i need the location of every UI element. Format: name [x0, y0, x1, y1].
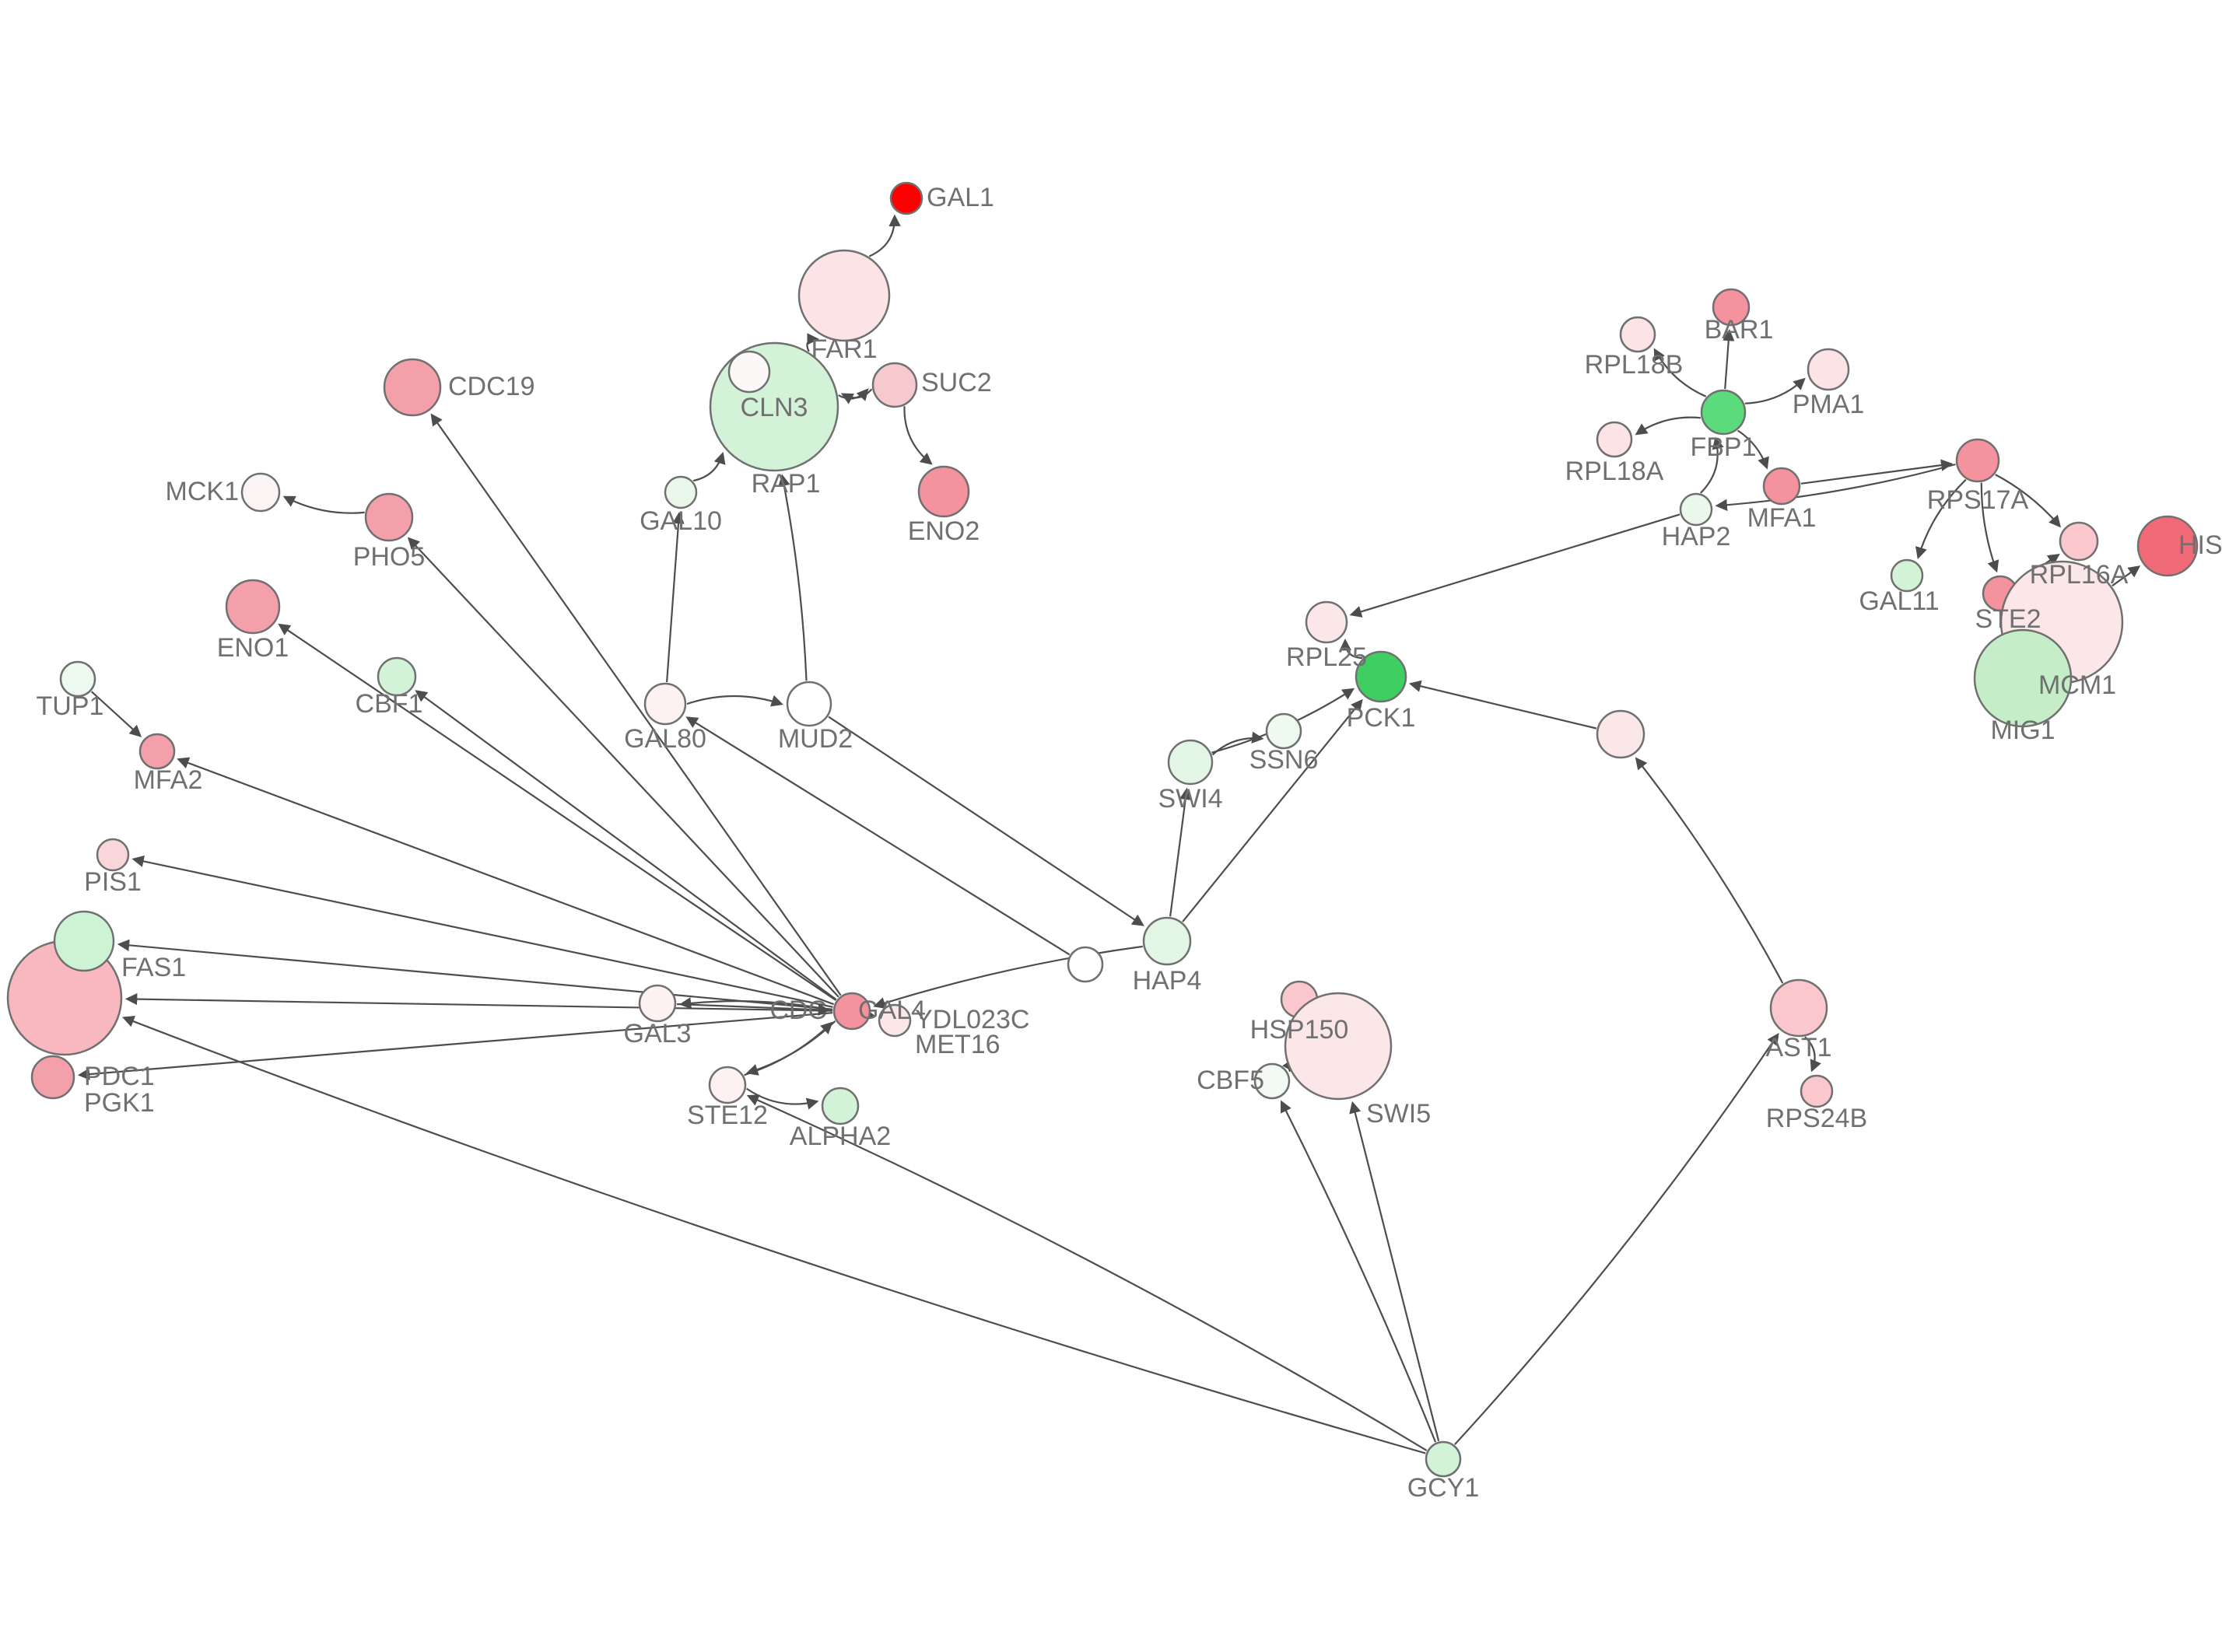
svg-text:MIG1: MIG1 [1990, 716, 2055, 745]
svg-text:HIS4: HIS4 [2178, 530, 2222, 560]
svg-text:PIS1: PIS1 [84, 867, 142, 897]
svg-text:GAL1: GAL1 [927, 183, 994, 212]
svg-text:SSN6: SSN6 [1249, 745, 1319, 775]
svg-text:PCK1: PCK1 [1347, 703, 1416, 733]
svg-text:ENO2: ENO2 [908, 516, 980, 546]
svg-text:GCY1: GCY1 [1407, 1473, 1480, 1503]
svg-text:PGK1: PGK1 [84, 1088, 155, 1118]
svg-text:PMA1: PMA1 [1793, 390, 1865, 419]
svg-text:GAL10: GAL10 [640, 506, 722, 536]
svg-text:HSP150: HSP150 [1250, 1015, 1349, 1045]
svg-text:CBF5: CBF5 [1197, 1066, 1264, 1095]
svg-text:FBP1: FBP1 [1690, 432, 1756, 462]
svg-text:MUD2: MUD2 [778, 724, 853, 754]
svg-text:CDC19: CDC19 [448, 372, 534, 401]
svg-text:CBF1: CBF1 [356, 689, 423, 719]
svg-text:FAS1: FAS1 [121, 953, 186, 982]
svg-text:RPL25: RPL25 [1286, 642, 1367, 672]
svg-text:TUP1: TUP1 [37, 691, 104, 721]
svg-text:GAL3: GAL3 [624, 1019, 692, 1048]
svg-text:RPL18A: RPL18A [1565, 457, 1664, 486]
svg-text:HAP4: HAP4 [1133, 966, 1202, 996]
svg-text:GAL80: GAL80 [624, 724, 706, 754]
svg-text:CDC: CDC [769, 996, 827, 1025]
svg-text:PDC1: PDC1 [84, 1062, 155, 1091]
svg-text:FAR1: FAR1 [811, 334, 877, 364]
svg-text:GAL11: GAL11 [1859, 586, 1939, 616]
svg-text:RAP1: RAP1 [752, 469, 821, 499]
svg-text:SWI5: SWI5 [1366, 1099, 1431, 1129]
svg-text:MCK1: MCK1 [166, 477, 239, 506]
svg-text:HAP2: HAP2 [1662, 522, 1731, 551]
svg-text:PHO5: PHO5 [353, 542, 426, 572]
svg-text:AST1: AST1 [1765, 1033, 1831, 1062]
svg-text:ENO1: ENO1 [217, 633, 289, 663]
svg-text:MFA1: MFA1 [1747, 503, 1817, 533]
svg-text:MCM1: MCM1 [2038, 670, 2116, 700]
svg-text:BAR1: BAR1 [1705, 315, 1774, 345]
svg-text:RPL18B: RPL18B [1585, 350, 1684, 380]
svg-text:STE2: STE2 [1975, 604, 2041, 634]
svg-text:MET16: MET16 [915, 1030, 1001, 1059]
svg-text:CLN3: CLN3 [741, 393, 808, 422]
svg-text:SUC2: SUC2 [921, 368, 992, 397]
svg-text:RPS17A: RPS17A [1927, 485, 2029, 515]
svg-text:SWI4: SWI4 [1158, 784, 1222, 814]
svg-text:RPS24B: RPS24B [1766, 1104, 1867, 1133]
svg-text:RPL16A: RPL16A [2030, 560, 2129, 590]
svg-text:MFA2: MFA2 [134, 765, 203, 795]
svg-text:STE12: STE12 [687, 1101, 768, 1130]
svg-text:ALPHA2: ALPHA2 [790, 1122, 891, 1151]
